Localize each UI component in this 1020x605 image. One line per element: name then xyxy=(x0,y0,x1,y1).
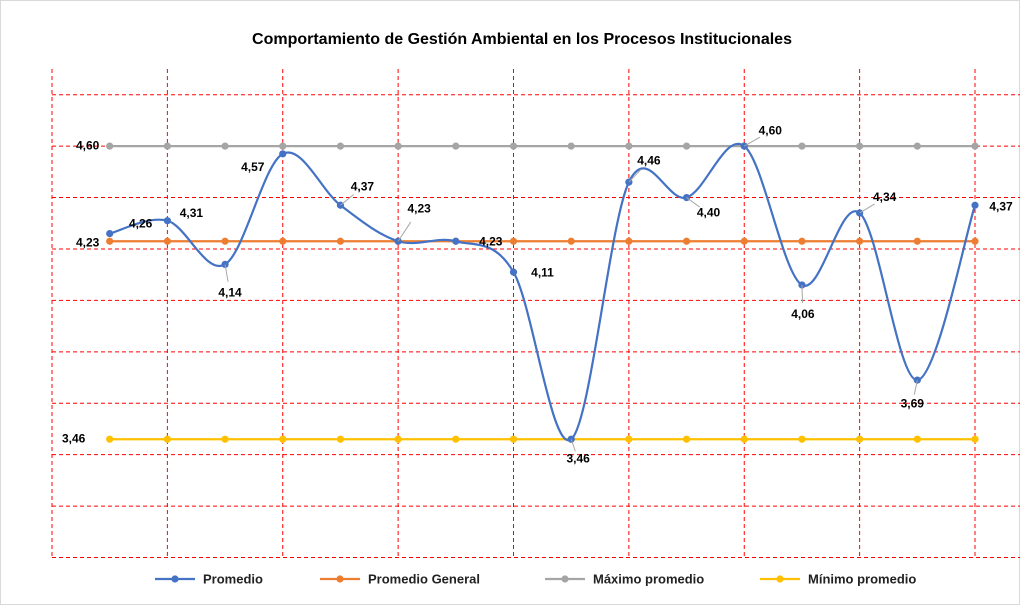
point-marker xyxy=(221,237,229,245)
leader-line xyxy=(224,264,229,282)
point-marker xyxy=(279,142,287,150)
point-marker xyxy=(279,237,287,245)
legend-marker xyxy=(776,575,784,583)
point-marker xyxy=(106,142,114,150)
point-marker xyxy=(336,237,345,245)
point-marker xyxy=(221,142,229,150)
data-label: 4,26 xyxy=(129,217,153,231)
data-label: 4,57 xyxy=(241,160,265,174)
legend-item: Promedio xyxy=(155,571,263,586)
point-marker xyxy=(221,435,229,443)
data-label: 4,14 xyxy=(218,286,242,300)
chart-title: Comportamiento de Gestión Ambiental en l… xyxy=(252,31,792,48)
point-marker xyxy=(798,237,806,245)
point-marker xyxy=(971,142,979,150)
legend-item: Mínimo promedio xyxy=(760,571,916,586)
leader-line xyxy=(744,136,761,147)
point-marker xyxy=(163,217,171,225)
point-marker xyxy=(682,193,691,202)
leader-line xyxy=(397,221,412,242)
data-label: 4,06 xyxy=(791,307,815,321)
point-marker xyxy=(452,435,460,443)
data-label: 3,46 xyxy=(62,431,86,445)
data-label: 4,60 xyxy=(76,138,100,152)
point-marker xyxy=(913,237,921,245)
point-marker xyxy=(913,142,921,150)
point-marker xyxy=(625,237,633,245)
point-marker xyxy=(452,237,460,245)
legend-marker xyxy=(336,575,344,583)
point-marker xyxy=(106,237,114,245)
legend-label: Promedio General xyxy=(368,571,480,586)
point-marker xyxy=(106,435,114,443)
data-label: 4,37 xyxy=(989,199,1013,213)
point-marker xyxy=(856,237,864,245)
leader-line xyxy=(686,197,701,208)
point-marker xyxy=(740,237,748,245)
point-marker xyxy=(567,142,575,150)
point-marker xyxy=(625,142,633,150)
legend-label: Promedio xyxy=(203,571,263,586)
point-marker xyxy=(452,142,460,150)
point-marker xyxy=(394,142,402,150)
data-label: 3,69 xyxy=(901,396,925,410)
point-marker xyxy=(971,237,979,245)
leader-line xyxy=(628,169,642,183)
point-marker xyxy=(913,435,921,443)
data-label: 4,40 xyxy=(697,206,721,220)
data-label: 4,11 xyxy=(531,265,554,279)
point-marker xyxy=(163,237,171,245)
point-marker xyxy=(279,435,287,443)
point-marker xyxy=(625,435,633,443)
point-marker xyxy=(856,435,864,443)
legend-label: Mínimo promedio xyxy=(808,571,916,586)
point-marker xyxy=(798,142,806,150)
leader-line xyxy=(570,439,576,452)
point-marker xyxy=(163,435,171,443)
legend-marker xyxy=(171,575,179,583)
point-marker xyxy=(971,201,979,209)
leader-line xyxy=(340,194,354,206)
data-label: 4,60 xyxy=(759,123,783,137)
point-marker xyxy=(509,435,518,443)
point-marker xyxy=(682,142,691,150)
point-marker xyxy=(682,435,691,443)
point-marker xyxy=(682,237,691,245)
point-marker xyxy=(163,142,171,150)
point-marker xyxy=(856,142,864,150)
point-marker xyxy=(279,150,287,158)
point-marker xyxy=(394,435,402,443)
data-label: 4,46 xyxy=(637,153,661,167)
data-label: 4,34 xyxy=(873,190,897,204)
data-label: 3,46 xyxy=(567,451,591,465)
leader-line xyxy=(913,379,918,395)
point-marker xyxy=(567,237,575,245)
point-marker xyxy=(509,237,518,245)
point-marker xyxy=(336,142,345,150)
point-marker xyxy=(336,435,345,443)
data-label: 4,37 xyxy=(351,179,375,193)
data-label: 4,23 xyxy=(407,201,431,215)
leader-line xyxy=(859,203,875,214)
legend-marker xyxy=(561,575,569,583)
point-marker xyxy=(798,435,806,443)
legend-label: Máximo promedio xyxy=(593,571,704,586)
data-label: 4,23 xyxy=(479,234,503,248)
point-marker xyxy=(509,142,518,150)
legend-item: Máximo promedio xyxy=(545,571,704,586)
point-marker xyxy=(509,268,518,276)
data-label: 4,23 xyxy=(76,235,100,249)
data-label: 4,31 xyxy=(180,206,204,220)
leader-line xyxy=(801,284,804,303)
point-marker xyxy=(740,435,748,443)
legend-item: Promedio General xyxy=(320,571,480,586)
point-marker xyxy=(971,435,979,443)
point-marker xyxy=(106,229,114,238)
